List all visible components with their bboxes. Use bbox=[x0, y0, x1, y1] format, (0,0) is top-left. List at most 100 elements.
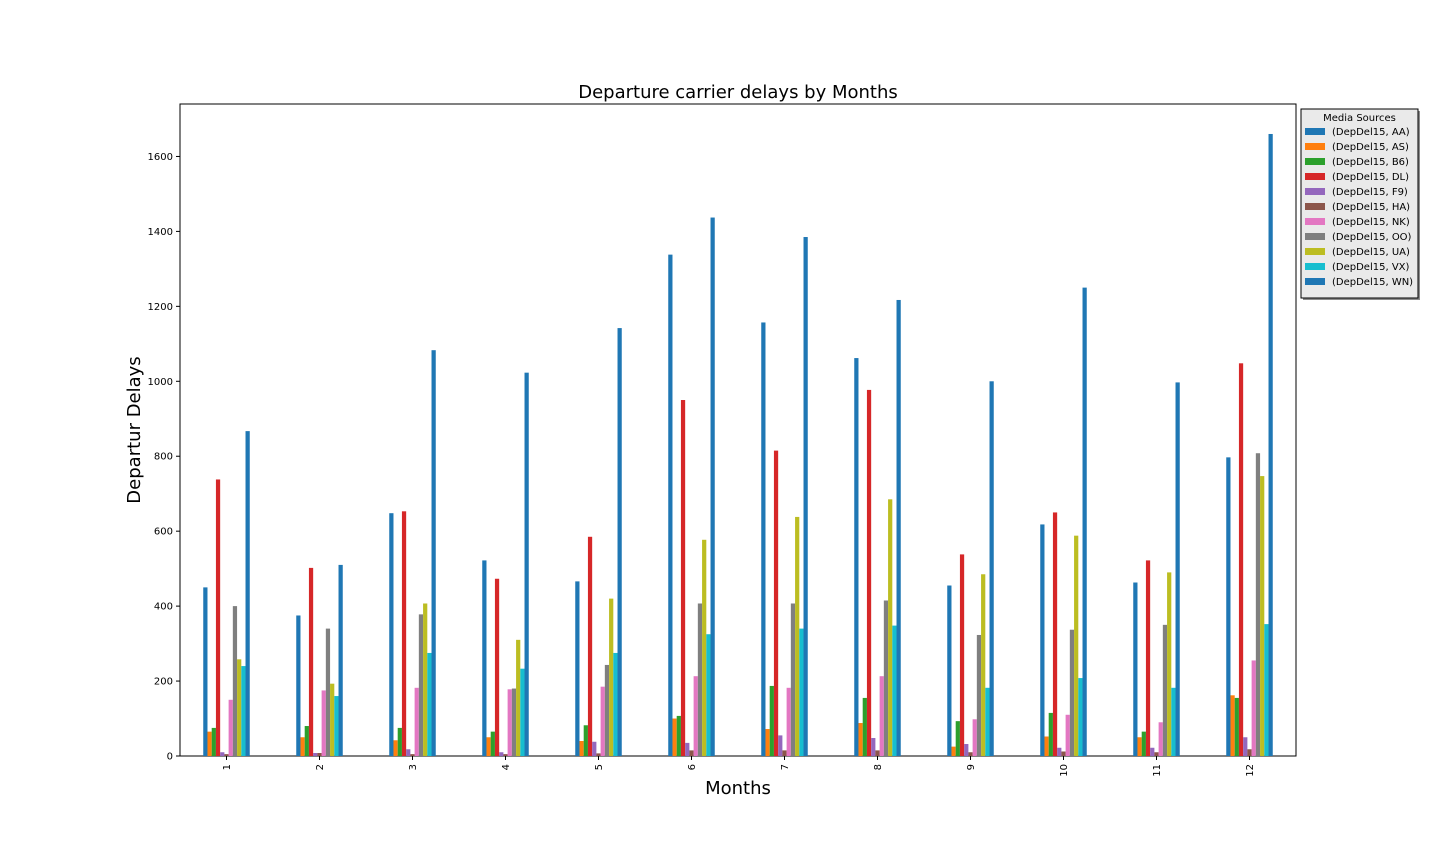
bar bbox=[313, 753, 318, 756]
bar bbox=[989, 381, 994, 756]
bar bbox=[1154, 752, 1159, 756]
bar bbox=[883, 600, 889, 756]
bar bbox=[702, 539, 707, 756]
plot-area bbox=[179, 103, 1297, 757]
bar bbox=[706, 634, 711, 756]
bar bbox=[296, 615, 301, 756]
y-tick-label: 400 bbox=[154, 602, 173, 613]
series-2 bbox=[207, 695, 1235, 756]
bar bbox=[685, 742, 690, 756]
bar bbox=[503, 754, 508, 756]
series-1 bbox=[203, 254, 1231, 756]
legend-swatch bbox=[1305, 248, 1325, 255]
bar bbox=[947, 585, 952, 756]
bar bbox=[693, 676, 698, 756]
x-tick-label: 1 bbox=[222, 764, 233, 770]
legend-entry: (DepDel15, B6) bbox=[1332, 157, 1409, 168]
bar bbox=[609, 598, 614, 756]
y-tick-label: 1000 bbox=[148, 377, 173, 388]
bar bbox=[617, 328, 622, 756]
series-11 bbox=[245, 133, 1273, 757]
bar bbox=[773, 450, 779, 756]
x-tick-label: 3 bbox=[408, 764, 419, 770]
bar bbox=[1162, 624, 1168, 756]
bar bbox=[330, 683, 335, 756]
legend-entry: (DepDel15, VX) bbox=[1332, 262, 1410, 273]
bar bbox=[1133, 582, 1138, 756]
x-axis-label: Months bbox=[705, 778, 771, 799]
bar bbox=[786, 687, 791, 756]
series-10 bbox=[241, 624, 1269, 756]
legend-entry: (DepDel15, F9) bbox=[1332, 187, 1408, 198]
x-tick-label: 10 bbox=[1059, 764, 1070, 777]
bar bbox=[858, 723, 863, 756]
y-tick-label: 200 bbox=[154, 677, 173, 688]
bar bbox=[896, 299, 901, 756]
bar bbox=[697, 603, 703, 756]
bar bbox=[600, 686, 605, 756]
x-axis-ticks: 1 2 3 4 5 6 7 8 9 10 11 12 bbox=[222, 756, 1256, 777]
bar bbox=[1052, 512, 1058, 756]
bar bbox=[668, 254, 673, 756]
bar bbox=[427, 652, 432, 756]
bars-group bbox=[203, 133, 1273, 757]
bar bbox=[972, 719, 977, 756]
chart-title: Departure carrier delays by Months bbox=[578, 82, 898, 103]
bar bbox=[389, 513, 394, 756]
bar bbox=[1167, 572, 1172, 756]
bar bbox=[985, 687, 990, 756]
bar bbox=[241, 666, 246, 756]
bar bbox=[1141, 731, 1146, 756]
legend-entry: (DepDel15, AS) bbox=[1332, 142, 1409, 153]
x-tick-label: 4 bbox=[501, 764, 512, 770]
bar bbox=[871, 738, 876, 756]
bar bbox=[393, 740, 398, 756]
bar bbox=[215, 479, 221, 756]
bar bbox=[981, 574, 986, 756]
legend-swatch bbox=[1305, 158, 1325, 165]
legend-entry: (DepDel15, UA) bbox=[1332, 247, 1410, 258]
bar bbox=[689, 750, 694, 756]
bar bbox=[211, 727, 216, 756]
series-6 bbox=[224, 749, 1252, 756]
y-tick-label: 800 bbox=[154, 452, 173, 463]
bar bbox=[338, 564, 343, 756]
bar bbox=[1171, 687, 1176, 756]
bar bbox=[423, 603, 428, 756]
bar bbox=[431, 350, 436, 756]
bar bbox=[583, 725, 588, 756]
legend-swatch bbox=[1305, 263, 1325, 270]
bar bbox=[604, 664, 610, 756]
bar bbox=[516, 639, 521, 756]
bar bbox=[520, 668, 525, 756]
y-tick-label: 1400 bbox=[148, 227, 173, 238]
legend-entry: (DepDel15, DL) bbox=[1332, 172, 1409, 183]
bar bbox=[854, 358, 859, 756]
legend-entry: (DepDel15, WN) bbox=[1332, 277, 1413, 288]
bar bbox=[1247, 749, 1252, 756]
y-tick-label: 1600 bbox=[148, 152, 173, 163]
bar bbox=[769, 685, 774, 756]
plot-frame bbox=[179, 103, 1297, 757]
bar bbox=[401, 511, 407, 756]
bar bbox=[765, 729, 770, 756]
bar bbox=[1238, 363, 1244, 756]
bar bbox=[959, 554, 965, 756]
bar bbox=[955, 721, 960, 756]
y-axis-ticks: 0 200 400 600 800 1000 1200 1400 1600 bbox=[148, 152, 180, 763]
bar bbox=[951, 746, 956, 756]
x-tick-label: 6 bbox=[687, 764, 698, 770]
bar bbox=[613, 652, 618, 756]
bar bbox=[592, 741, 597, 756]
legend-swatch bbox=[1305, 188, 1325, 195]
bar bbox=[397, 727, 402, 756]
bar bbox=[964, 744, 969, 756]
bar bbox=[486, 737, 491, 756]
bar bbox=[1255, 453, 1261, 756]
bar bbox=[203, 587, 208, 756]
bar bbox=[866, 389, 872, 756]
bar bbox=[1082, 287, 1087, 756]
bar bbox=[790, 603, 796, 756]
bar bbox=[799, 628, 804, 756]
